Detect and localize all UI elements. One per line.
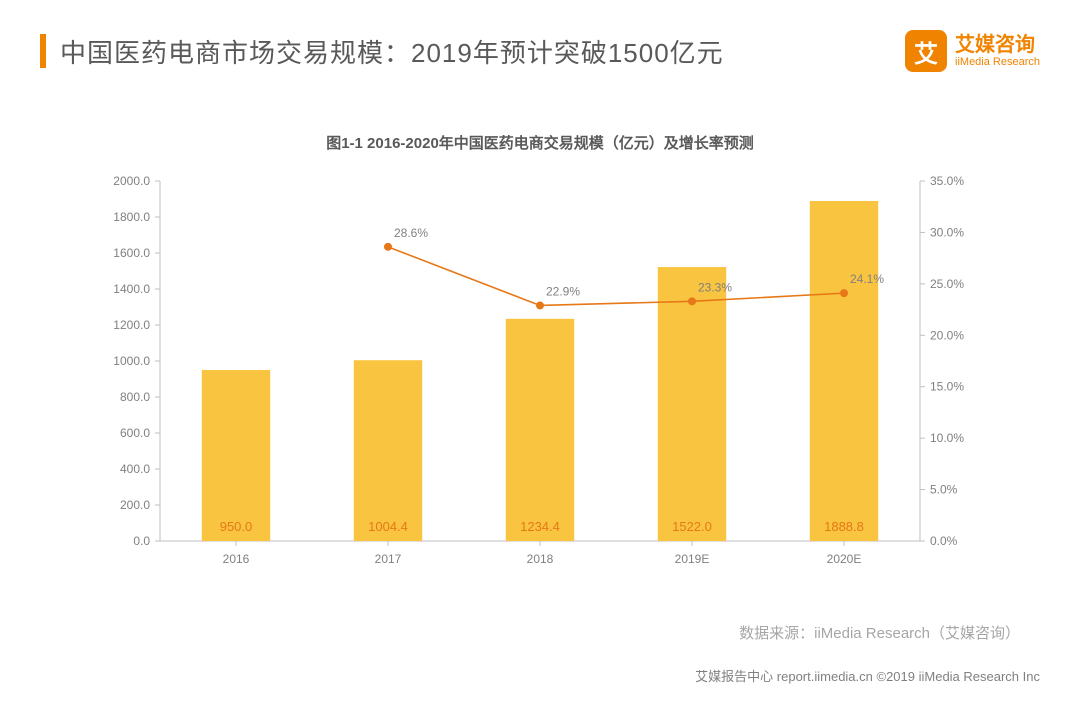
chart-title: 图1-1 2016-2020年中国医药电商交易规模（亿元）及增长率预测 <box>100 132 980 153</box>
page: 中国医药电商市场交易规模：2019年预计突破1500亿元 艾 艾媒咨询 iiMe… <box>0 0 1080 703</box>
svg-text:20.0%: 20.0% <box>930 328 964 342</box>
title-accent-bar <box>40 34 46 68</box>
footer-credit: 艾媒报告中心 report.iimedia.cn ©2019 iiMedia R… <box>695 666 1040 685</box>
svg-text:10.0%: 10.0% <box>930 431 964 445</box>
title-wrap: 中国医药电商市场交易规模：2019年预计突破1500亿元 <box>40 33 724 70</box>
svg-text:1234.4: 1234.4 <box>520 519 560 534</box>
svg-text:1800.0: 1800.0 <box>113 210 150 224</box>
brand-logo-text: 艾媒咨询 iiMedia Research <box>955 34 1040 68</box>
svg-text:1004.4: 1004.4 <box>368 519 408 534</box>
svg-text:23.3%: 23.3% <box>698 280 732 294</box>
header: 中国医药电商市场交易规模：2019年预计突破1500亿元 艾 艾媒咨询 iiMe… <box>40 30 1040 72</box>
svg-text:2017: 2017 <box>375 552 402 566</box>
svg-text:0.0%: 0.0% <box>930 534 958 548</box>
svg-text:2018: 2018 <box>527 552 554 566</box>
page-title: 中国医药电商市场交易规模：2019年预计突破1500亿元 <box>60 33 724 70</box>
chart-area: 图1-1 2016-2020年中国医药电商交易规模（亿元）及增长率预测 0.0 2… <box>100 132 980 581</box>
svg-text:35.0%: 35.0% <box>930 174 964 188</box>
chart-svg: 0.0 200.0 400.0 600.0 800.0 1000.0 1200.0 1400.… <box>100 171 980 581</box>
svg-text:1200.0: 1200.0 <box>113 318 150 332</box>
svg-text:25.0%: 25.0% <box>930 277 964 291</box>
svg-text:1600.0: 1600.0 <box>113 246 150 260</box>
svg-text:1000.0: 1000.0 <box>113 354 150 368</box>
svg-text:800.0: 800.0 <box>120 390 150 404</box>
svg-text:2000.0: 2000.0 <box>113 174 150 188</box>
brand-logo-cn: 艾媒咨询 <box>955 34 1040 56</box>
svg-text:1888.8: 1888.8 <box>824 519 864 534</box>
data-source: 数据来源：iiMedia Research（艾媒咨询） <box>739 622 1020 643</box>
svg-text:28.6%: 28.6% <box>394 226 428 240</box>
svg-text:5.0%: 5.0% <box>930 483 958 497</box>
svg-text:2019E: 2019E <box>675 552 710 566</box>
svg-text:30.0%: 30.0% <box>930 225 964 239</box>
brand-logo: 艾 艾媒咨询 iiMedia Research <box>905 30 1040 72</box>
svg-text:0.0: 0.0 <box>133 534 150 548</box>
svg-text:2016: 2016 <box>223 552 250 566</box>
svg-text:400.0: 400.0 <box>120 462 150 476</box>
svg-text:1400.0: 1400.0 <box>113 282 150 296</box>
brand-logo-en: iiMedia Research <box>955 56 1040 68</box>
svg-text:22.9%: 22.9% <box>546 284 580 298</box>
svg-text:1522.0: 1522.0 <box>672 519 712 534</box>
brand-logo-icon: 艾 <box>905 30 947 72</box>
svg-text:15.0%: 15.0% <box>930 380 964 394</box>
svg-text:600.0: 600.0 <box>120 426 150 440</box>
svg-text:950.0: 950.0 <box>220 519 253 534</box>
svg-text:200.0: 200.0 <box>120 498 150 512</box>
svg-text:24.1%: 24.1% <box>850 272 884 286</box>
svg-text:2020E: 2020E <box>827 552 862 566</box>
